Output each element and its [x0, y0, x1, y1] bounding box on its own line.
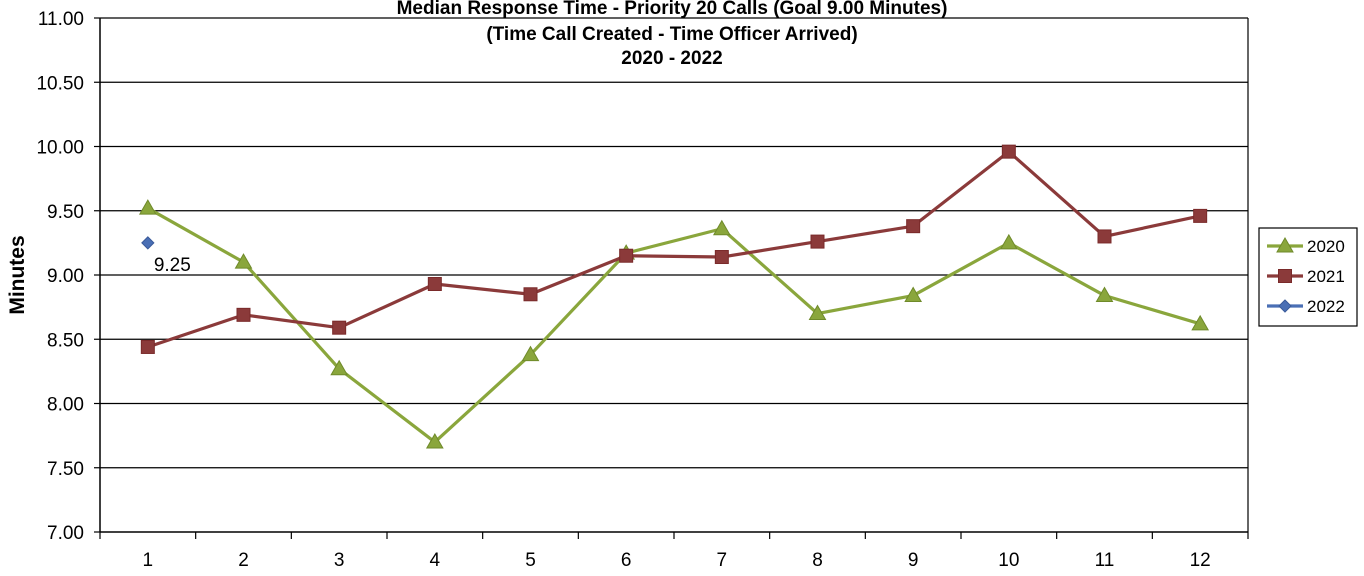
series-2022: [141, 236, 155, 250]
series-2020: [138, 199, 1210, 449]
y-tick-label: 8.50: [47, 330, 84, 351]
legend-item-2022: 2022: [1267, 297, 1345, 316]
x-tick-label: 4: [430, 550, 441, 571]
legend-marker-2020: [1276, 236, 1294, 253]
data-label-2022: 9.25: [154, 255, 191, 276]
data-point-2021: [1193, 208, 1208, 223]
legend-label-2020: 2020: [1307, 237, 1345, 256]
y-tick-label: 11.00: [38, 9, 84, 30]
data-point-2020: [904, 286, 923, 303]
series-2021: [140, 144, 1208, 354]
x-tick-label: 7: [717, 550, 728, 571]
x-tick-label: 3: [334, 550, 345, 571]
x-tick-label: 10: [998, 550, 1019, 571]
y-tick-label: 8.00: [47, 395, 84, 416]
data-point-2020: [425, 433, 444, 449]
y-axis-label: Minutes: [6, 235, 29, 314]
data-point-2020: [1191, 314, 1210, 331]
data-point-2021: [523, 287, 538, 302]
x-tick-labels: 1 2 3 4 5 6 7 8 9 10 11 12: [143, 550, 1211, 571]
data-point-2020: [234, 253, 253, 269]
data-point-2021: [140, 339, 155, 354]
data-labels: 9.25: [154, 255, 191, 276]
data-point-2021: [236, 307, 251, 322]
x-tick-label: 2: [238, 550, 249, 571]
data-point-2021: [810, 234, 825, 249]
data-point-2021: [714, 250, 729, 265]
axes: [94, 17, 1249, 539]
legend: 2020 2021 2022: [1258, 227, 1358, 327]
data-point-2020: [712, 219, 731, 236]
data-point-2020: [808, 304, 827, 321]
y-tick-labels: 7.00 7.50 8.00 8.50 9.00 9.50 10.00 10.50 11.00: [36, 9, 84, 544]
y-tick-label: 10.50: [36, 73, 84, 94]
x-tick-label: 12: [1190, 550, 1211, 571]
y-tick-label: 10.00: [36, 138, 84, 159]
x-tick-label: 5: [525, 550, 536, 571]
series-line-2021: [147, 150, 1201, 349]
data-point-2021: [427, 276, 442, 291]
x-tick-label: 6: [621, 550, 632, 571]
y-tick-label: 9.00: [47, 266, 84, 287]
x-tick-label: 1: [143, 550, 154, 571]
legend-item-2020: 2020: [1267, 236, 1345, 256]
y-tick-label: 9.50: [47, 202, 84, 223]
x-tick-label: 9: [908, 550, 919, 571]
legend-marker-2021: [1278, 269, 1292, 283]
legend-item-2021: 2021: [1267, 267, 1345, 286]
chart-title-line-1: Median Response Time - Priority 20 Calls…: [397, 0, 948, 19]
y-tick-label: 7.00: [47, 523, 84, 544]
x-tick-label: 11: [1095, 550, 1115, 571]
data-point-2021: [1097, 229, 1112, 244]
legend-label-2022: 2022: [1307, 297, 1345, 316]
legend-marker-2022: [1278, 299, 1292, 313]
chart-title-line-2: (Time Call Created - Time Officer Arrive…: [486, 24, 857, 45]
series: [138, 144, 1210, 449]
data-point-2021: [332, 320, 347, 335]
data-point-2020: [999, 233, 1018, 250]
y-tick-label: 7.50: [47, 459, 84, 480]
data-point-2021: [1001, 144, 1016, 159]
chart-title-line-3: 2020 - 2022: [621, 48, 722, 69]
series-line-2020: [147, 206, 1201, 444]
data-point-2021: [619, 248, 634, 263]
chart-title: Median Response Time - Priority 20 Calls…: [397, 0, 948, 69]
data-point-2021: [906, 219, 921, 234]
data-point-2020: [521, 345, 540, 362]
gridlines: [100, 17, 1248, 469]
data-point-2022: [141, 236, 155, 250]
data-point-2020: [330, 359, 349, 376]
legend-label-2021: 2021: [1307, 267, 1345, 286]
x-tick-label: 8: [812, 550, 823, 571]
data-point-2020: [1095, 286, 1114, 303]
data-point-2020: [138, 199, 157, 215]
